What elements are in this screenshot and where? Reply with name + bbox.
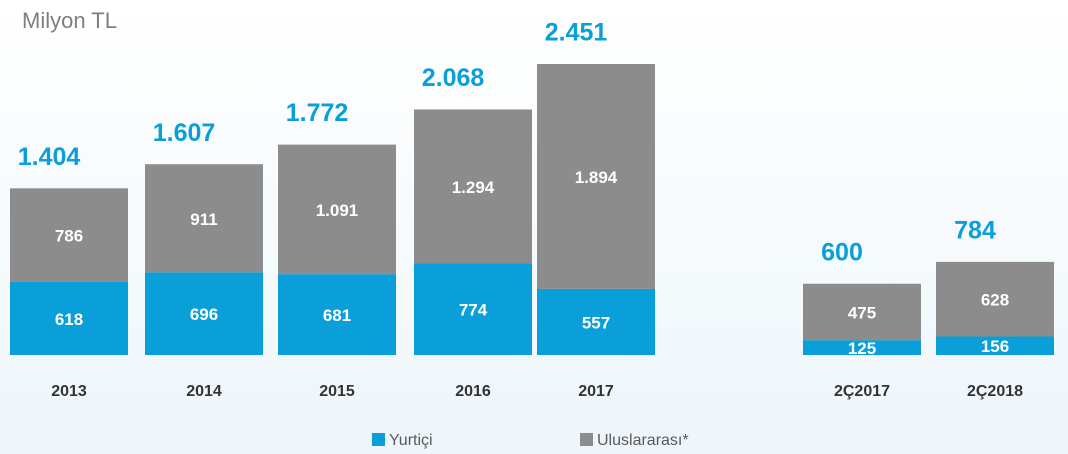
- x-tick-label: 2017: [578, 383, 614, 400]
- chart-subtitle: Milyon TL: [22, 8, 117, 33]
- data-label: 696: [190, 305, 218, 324]
- data-label: 618: [55, 310, 83, 329]
- total-label: 2.451: [545, 19, 608, 47]
- data-label: 628: [981, 291, 1009, 310]
- total-label: 1.607: [153, 119, 216, 147]
- data-label: 786: [55, 226, 83, 245]
- bar-segment: [414, 109, 532, 264]
- legend-swatch: [580, 433, 593, 446]
- data-label: 1.091: [316, 201, 359, 220]
- x-tick-label: 2Ç2018: [967, 383, 1023, 400]
- x-tick-label: 2015: [319, 383, 355, 400]
- data-label: 911: [190, 210, 217, 229]
- data-label: 1.894: [575, 168, 618, 187]
- bar-segment: [145, 272, 263, 355]
- bar-segment: [10, 188, 128, 282]
- total-label: 2.068: [422, 64, 485, 92]
- data-label: 681: [323, 306, 351, 325]
- total-label: 1.772: [286, 99, 349, 127]
- bar-segment: [278, 144, 396, 275]
- bar-segment: [537, 288, 655, 355]
- total-label: 1.404: [18, 143, 81, 171]
- legend-label: Uluslararası*: [597, 432, 689, 449]
- legend-swatch: [372, 433, 385, 446]
- bar-segment: [803, 283, 921, 341]
- data-label: 774: [459, 301, 488, 320]
- data-label: 475: [848, 303, 876, 322]
- bar-segment: [10, 281, 128, 355]
- total-label: 600: [821, 238, 863, 266]
- data-label: 125: [848, 339, 876, 358]
- data-label: 1.294: [452, 178, 495, 197]
- x-tick-label: 2Ç2017: [834, 383, 890, 400]
- data-label: 156: [981, 337, 1009, 356]
- bar-segment: [936, 261, 1054, 337]
- x-tick-label: 2013: [51, 383, 87, 400]
- bar-segment: [936, 336, 1054, 355]
- bar-segment: [414, 263, 532, 355]
- total-label: 784: [954, 217, 996, 245]
- bar-segment: [803, 340, 921, 355]
- bar-segment: [145, 164, 263, 273]
- data-label: 557: [582, 313, 610, 332]
- bar-segment: [278, 274, 396, 355]
- x-tick-label: 2014: [186, 383, 222, 400]
- bar-segment: [537, 64, 655, 289]
- x-tick-label: 2016: [455, 383, 491, 400]
- legend-label: Yurtiçi: [389, 432, 433, 449]
